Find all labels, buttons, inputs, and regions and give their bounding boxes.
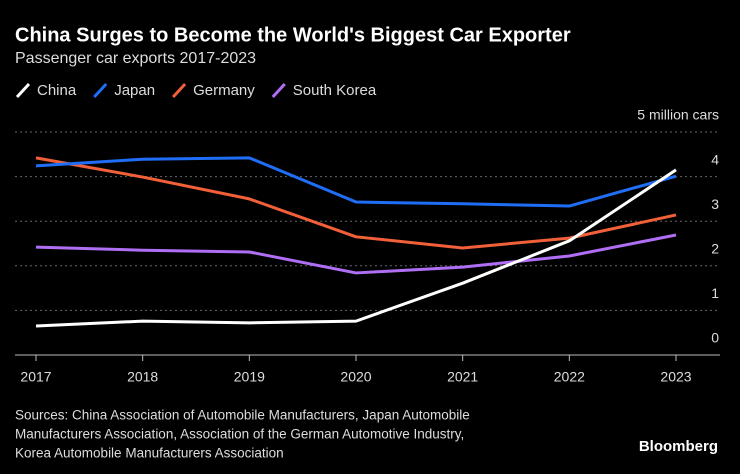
chart-subtitle: Passenger car exports 2017-2023 (15, 50, 256, 67)
legend-swatch (93, 82, 108, 99)
series-line (35, 168, 677, 328)
y-tick-label: 5 million cars (637, 107, 719, 123)
y-tick-label: 0 (711, 330, 719, 346)
chart-title: China Surges to Become the World's Bigge… (15, 24, 571, 46)
source-note: Manufacturers Association, Association o… (15, 427, 464, 442)
source-note: Korea Automobile Manufacturers Associati… (15, 446, 284, 461)
x-tick-label: 2019 (234, 369, 265, 385)
legend-label: South Korea (293, 82, 377, 99)
legend-label: Japan (114, 82, 155, 99)
y-tick-label: 1 (711, 285, 719, 301)
x-tick-label: 2017 (20, 369, 51, 385)
brand: Bloomberg (639, 438, 718, 455)
legend-swatch (171, 82, 187, 99)
y-tick-label: 3 (711, 196, 719, 212)
legend-swatch (271, 82, 286, 99)
x-tick-label: 2020 (340, 369, 371, 385)
x-tick-label: 2023 (660, 369, 691, 385)
series-line (35, 233, 677, 275)
series-line (35, 156, 677, 208)
source-note: Sources: China Association of Automobile… (15, 408, 470, 423)
x-tick-label: 2021 (447, 369, 478, 385)
series-line (35, 156, 677, 250)
y-tick-label: 4 (711, 151, 719, 167)
legend-label: China (37, 82, 77, 99)
legend-swatch (15, 82, 31, 99)
y-tick-label: 2 (711, 241, 719, 257)
legend-label: Germany (193, 82, 255, 99)
x-tick-label: 2022 (554, 369, 585, 385)
x-tick-label: 2018 (127, 369, 158, 385)
